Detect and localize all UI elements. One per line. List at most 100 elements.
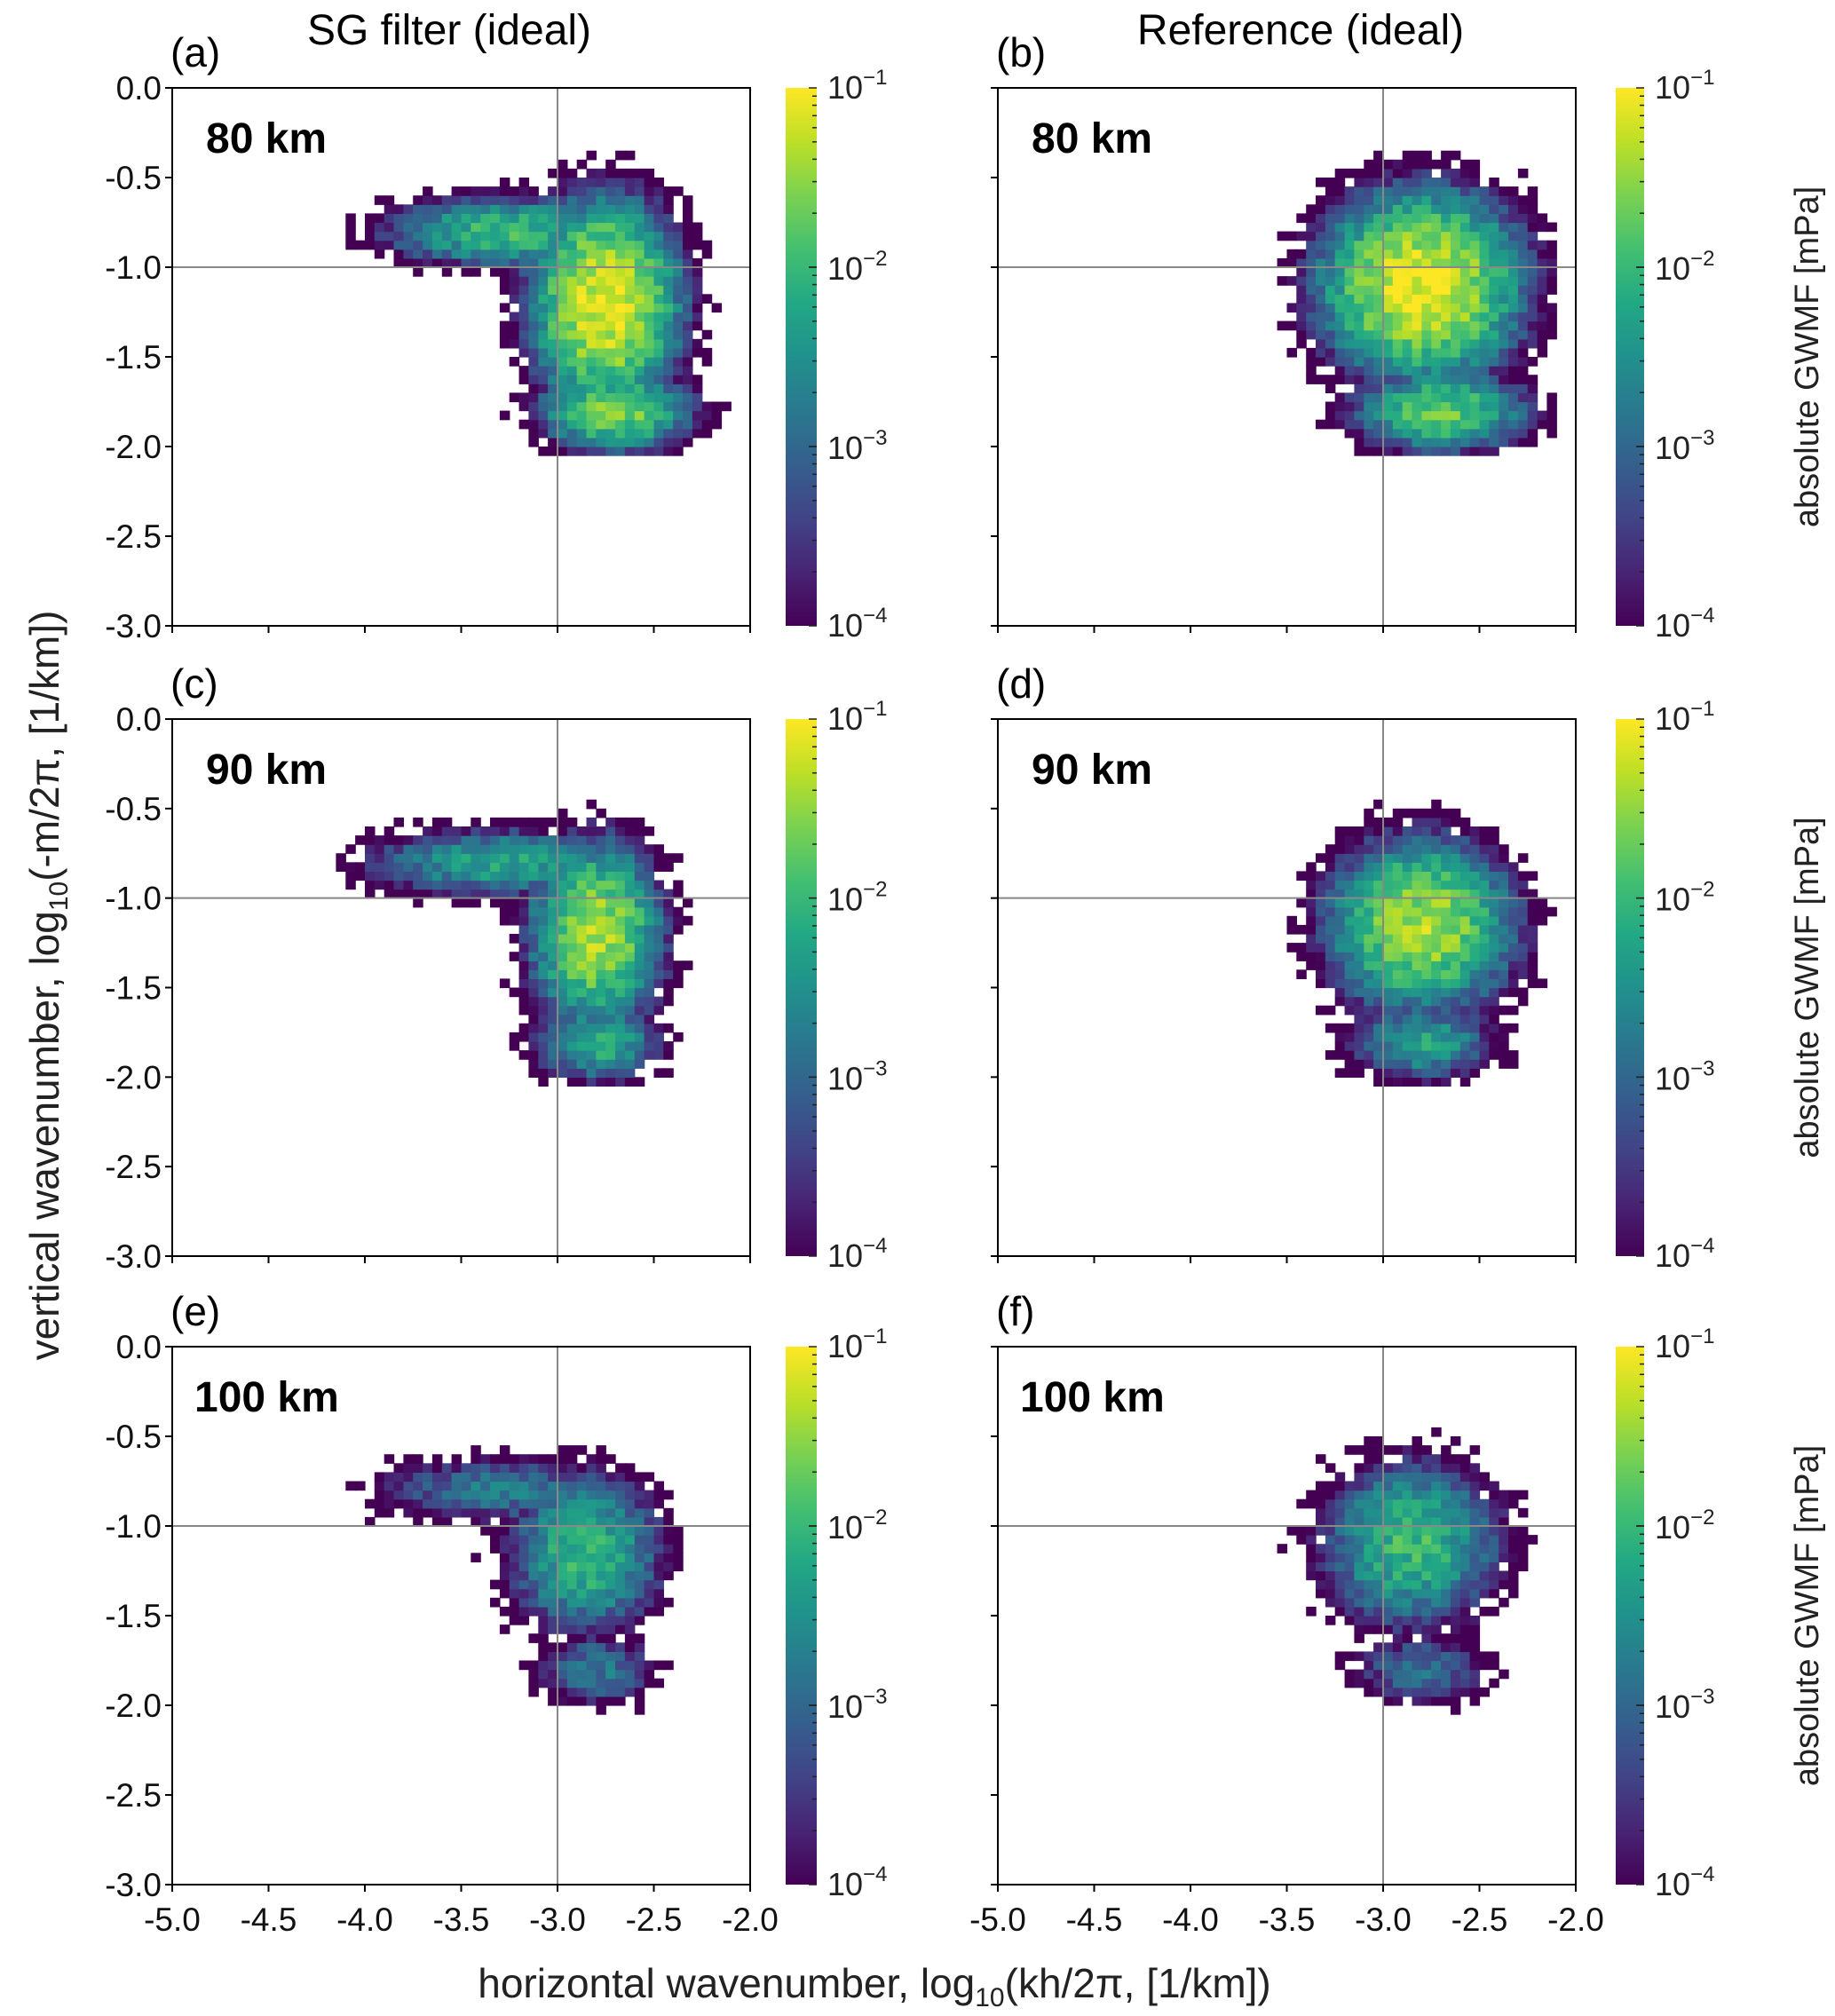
heatmap-cell — [365, 240, 376, 250]
heatmap-cell — [518, 844, 530, 854]
heatmap-cell — [615, 835, 626, 845]
heatmap-cell — [644, 897, 655, 908]
heatmap-cell — [1402, 1678, 1413, 1688]
heatmap-cell — [596, 1041, 606, 1051]
heatmap-cell — [1517, 924, 1529, 935]
heatmap-cell — [615, 934, 626, 944]
heatmap-cell — [653, 204, 664, 214]
heatmap-cell — [1441, 1077, 1451, 1087]
heatmap-cell — [683, 357, 693, 367]
heatmap-cell — [1459, 871, 1471, 882]
heatmap-cell — [683, 320, 693, 331]
y-tick-label: 0.0 — [116, 70, 162, 107]
heatmap-cell — [548, 338, 558, 349]
heatmap-cell — [1354, 447, 1364, 456]
heatmap-cell — [1431, 392, 1442, 403]
heatmap-cell — [1325, 312, 1336, 322]
heatmap-cell — [499, 1570, 510, 1581]
heatmap-cell — [683, 383, 693, 393]
heatmap-cell — [1469, 320, 1481, 331]
heatmap-cell — [441, 835, 453, 845]
heatmap-cell — [1527, 222, 1538, 233]
heatmap-cell — [1412, 835, 1422, 845]
heatmap-cell — [1421, 1032, 1432, 1042]
heatmap-cell — [1479, 1014, 1490, 1024]
heatmap-cell — [1508, 366, 1519, 376]
colorbar-tick-exponent: −2 — [863, 247, 887, 271]
heatmap-cell — [548, 1032, 558, 1042]
heatmap-cell — [634, 222, 645, 233]
heatmap-cell — [1354, 303, 1364, 313]
heatmap-cell — [1383, 1526, 1394, 1536]
heatmap-cell — [596, 303, 606, 313]
heatmap-cell — [1450, 1454, 1461, 1464]
heatmap-cell — [1383, 1032, 1394, 1042]
heatmap-cell — [1450, 178, 1461, 187]
heatmap-cell — [1296, 338, 1307, 349]
heatmap-cell — [528, 1005, 539, 1016]
heatmap-cell — [1431, 338, 1442, 349]
colorbar-tick-exponent: −1 — [863, 697, 887, 721]
heatmap-cell — [1383, 1669, 1394, 1680]
heatmap-cell — [1546, 428, 1557, 439]
heatmap-cell — [548, 1526, 558, 1536]
heatmap-cell — [644, 1588, 655, 1599]
heatmap-cell — [538, 1472, 549, 1482]
heatmap-cell — [1546, 257, 1557, 268]
heatmap-cell — [1412, 934, 1422, 944]
heatmap-cell — [596, 1597, 606, 1608]
heatmap-cell — [413, 835, 423, 845]
heatmap-cell — [1421, 1005, 1432, 1016]
heatmap-cell — [1450, 410, 1461, 421]
heatmap-cell — [1421, 1077, 1432, 1087]
heatmap-cell — [1499, 871, 1509, 882]
heatmap-cell — [1354, 1597, 1364, 1608]
heatmap-cell — [576, 375, 588, 384]
heatmap-cell — [528, 1526, 539, 1536]
heatmap-cell — [586, 294, 597, 304]
heatmap-cell — [1459, 231, 1471, 241]
heatmap-cell — [1334, 410, 1346, 421]
heatmap-cell — [1431, 1023, 1442, 1033]
heatmap-cell — [499, 186, 510, 196]
y-tick-label: 0.0 — [116, 1329, 162, 1365]
heatmap-cell — [624, 1472, 636, 1482]
heatmap-cell — [1508, 195, 1519, 205]
heatmap-cell — [1450, 240, 1461, 250]
heatmap-cell — [518, 222, 530, 233]
heatmap-cell — [528, 357, 539, 367]
heatmap-cell — [1316, 320, 1326, 331]
heatmap-cell — [480, 257, 491, 268]
heatmap-cell — [1459, 294, 1471, 304]
heatmap-cell — [1344, 996, 1356, 1007]
heatmap-cell — [518, 961, 530, 970]
heatmap-cell — [1431, 186, 1442, 196]
heatmap-cell — [586, 1516, 597, 1527]
heatmap-cell — [634, 835, 645, 845]
heatmap-cell — [1489, 366, 1499, 376]
heatmap-cell — [1441, 897, 1451, 908]
heatmap-cell — [509, 1041, 520, 1051]
heatmap-cell — [1392, 240, 1404, 250]
x-axis-label-rest: (kh/2π, [1/km]) — [1005, 1960, 1271, 2006]
heatmap-cell — [1392, 294, 1404, 304]
heatmap-cell — [1459, 862, 1471, 872]
heatmap-cell — [644, 231, 655, 241]
heatmap-cell — [634, 428, 645, 439]
heatmap-cell — [596, 987, 606, 998]
heatmap-cell — [624, 906, 636, 917]
heatmap-cell — [1450, 1705, 1461, 1715]
heatmap-cell — [471, 897, 481, 908]
heatmap-cell — [566, 1606, 578, 1617]
heatmap-cell — [586, 1588, 597, 1599]
heatmap-cell — [1392, 410, 1404, 421]
panel-label: (a) — [170, 29, 220, 75]
heatmap-cell — [653, 392, 664, 403]
heatmap-cell — [576, 835, 588, 845]
heatmap-cell — [596, 934, 606, 944]
heatmap-cell — [644, 1678, 655, 1688]
heatmap-cell — [558, 915, 568, 926]
heatmap-cell — [653, 1490, 664, 1500]
heatmap-cell — [1421, 1588, 1432, 1599]
heatmap-cell — [1441, 987, 1451, 998]
